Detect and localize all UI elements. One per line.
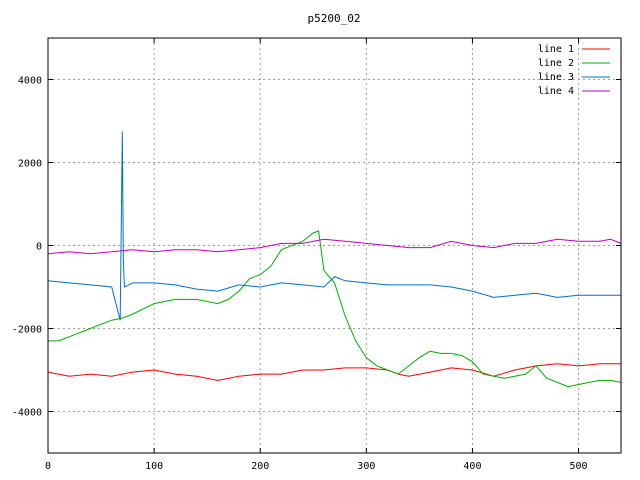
y-tick-label: 0 (36, 242, 42, 253)
legend-label-1: line 1 (538, 44, 574, 55)
series-line-1 (47, 363, 621, 381)
legend-label-2: line 2 (538, 58, 574, 69)
y-tick-label: -4000 (12, 408, 42, 419)
x-tick-label: 400 (463, 461, 481, 472)
chart-title: p5200_02 (308, 12, 361, 25)
series-line-4 (47, 238, 622, 255)
x-tick-label: 0 (45, 461, 51, 472)
x-tick-label: 100 (145, 461, 163, 472)
y-tick-label: 4000 (18, 76, 42, 87)
series-line-3 (47, 131, 621, 321)
legend-label-3: line 3 (538, 72, 574, 83)
x-tick-label: 200 (251, 461, 269, 472)
y-tick-label: -2000 (12, 325, 42, 336)
legend-label-4: line 4 (538, 86, 574, 97)
x-tick-label: 500 (570, 461, 588, 472)
series-line-2 (48, 230, 622, 388)
x-tick-label: 300 (357, 461, 375, 472)
y-tick-label: 2000 (18, 159, 42, 170)
plot-frame (47, 37, 622, 454)
